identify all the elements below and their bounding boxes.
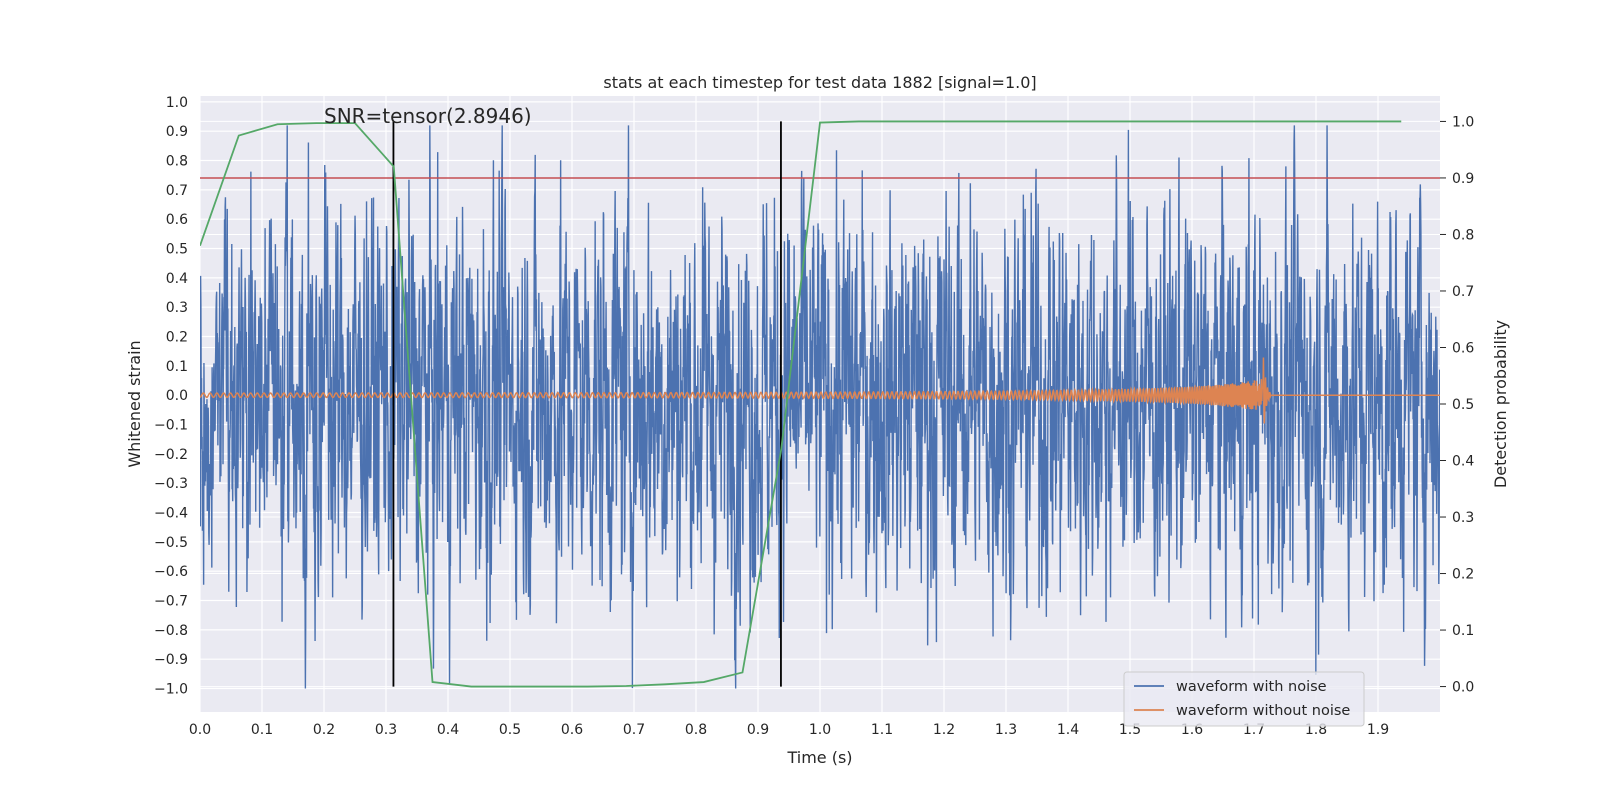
y-tick-0.5: 0.5: [166, 242, 188, 258]
x-tick-0.5: 0.5: [499, 722, 521, 738]
y2-tick-0.5: 0.5: [1452, 397, 1474, 413]
legend-label-noise: waveform with noise: [1176, 679, 1327, 695]
x-tick-1.4: 1.4: [1057, 722, 1079, 738]
x-tick-0.8: 0.8: [685, 722, 707, 738]
x-tick-0.0: 0.0: [189, 722, 211, 738]
y2-tick-0.4: 0.4: [1452, 454, 1474, 470]
y-tick-0.3: 0.3: [166, 300, 188, 316]
y-tick-−0.1: −0.1: [154, 418, 188, 434]
vertical-markers: [392, 121, 782, 687]
x-tick-0.1: 0.1: [251, 722, 273, 738]
y-tick-0.1: 0.1: [166, 359, 188, 375]
y-tick-−0.8: −0.8: [154, 623, 188, 639]
y-tick-−0.2: −0.2: [154, 447, 188, 463]
y2-tick-0.1: 0.1: [1452, 623, 1474, 639]
x-tick-0.2: 0.2: [313, 722, 335, 738]
y-tick-−0.5: −0.5: [154, 535, 188, 551]
y2-tick-0.6: 0.6: [1452, 340, 1474, 356]
y2-axis-label: Detection probability: [1491, 320, 1510, 488]
y-tick-−0.9: −0.9: [154, 652, 188, 668]
y2-tick-0.0: 0.0: [1452, 680, 1474, 696]
x-tick-0.9: 0.9: [747, 722, 769, 738]
x-tick-1.3: 1.3: [995, 722, 1017, 738]
y2-tick-0.2: 0.2: [1452, 567, 1474, 583]
y-tick-−1.0: −1.0: [154, 682, 188, 698]
y-tick-0.4: 0.4: [166, 271, 188, 287]
x-tick-1.2: 1.2: [933, 722, 955, 738]
y-tick-0.2: 0.2: [166, 330, 188, 346]
y-tick-0.8: 0.8: [166, 154, 188, 170]
y-axis-label: Whitened strain: [125, 340, 144, 467]
y2-tick-0.8: 0.8: [1452, 227, 1474, 243]
y-tick-0.6: 0.6: [166, 212, 188, 228]
x-tick-0.6: 0.6: [561, 722, 583, 738]
x-tick-1.9: 1.9: [1367, 722, 1389, 738]
snr-annotation: SNR=tensor(2.8946): [324, 104, 532, 128]
legend-box: [1123, 671, 1365, 727]
y-tick-−0.6: −0.6: [154, 564, 188, 580]
x-tick-1.0: 1.0: [809, 722, 831, 738]
waveform-without-noise-line: [200, 357, 1440, 424]
y-tick-1.0: 1.0: [166, 95, 188, 111]
x-tick-0.7: 0.7: [623, 722, 645, 738]
y-tick-−0.3: −0.3: [154, 476, 188, 492]
y-tick-−0.4: −0.4: [154, 506, 188, 522]
legend: waveform with noise waveform without noi…: [1123, 671, 1365, 727]
x-axis-label: Time (s): [786, 748, 852, 767]
waveform-with-noise-line: [200, 125, 1440, 689]
y2-tick-1.0: 1.0: [1452, 114, 1474, 130]
y-tick-0.0: 0.0: [166, 388, 188, 404]
x-tick-0.4: 0.4: [437, 722, 459, 738]
y2-tick-0.9: 0.9: [1452, 171, 1474, 187]
chart-title: stats at each timestep for test data 188…: [603, 73, 1036, 92]
x-tick-1.1: 1.1: [871, 722, 893, 738]
y-axis-ticks: 1.0 0.9 0.8 0.7 0.6 0.5 0.4 0.3 0.2 0.1 0.0 −0.1 −0.…: [154, 95, 188, 698]
y-tick-−0.7: −0.7: [154, 594, 188, 610]
legend-label-clean: waveform without noise: [1176, 703, 1350, 719]
y2-axis-ticks: 1.0 0.9 0.8 0.7 0.6 0.5 0.4 0.3 0.2 0.1 0.0: [1440, 114, 1474, 696]
y2-tick-0.7: 0.7: [1452, 284, 1474, 300]
x-tick-0.3: 0.3: [375, 722, 397, 738]
y-tick-0.9: 0.9: [166, 124, 188, 140]
y2-tick-0.3: 0.3: [1452, 510, 1474, 526]
detection-probability-line: [200, 120, 1402, 688]
y-tick-0.7: 0.7: [166, 183, 188, 199]
